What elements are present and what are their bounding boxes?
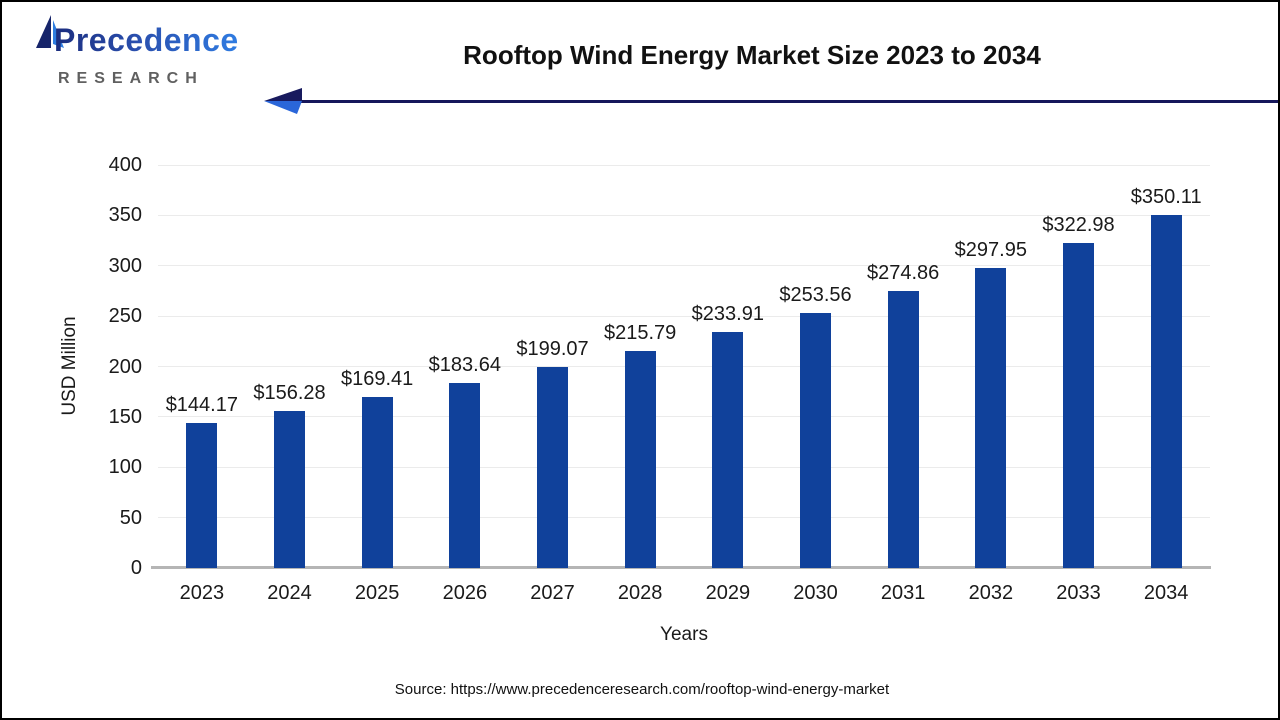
divider-line <box>292 100 1278 103</box>
bar-value-label: $199.07 <box>516 338 589 361</box>
logo-row: Precedence <box>28 14 248 66</box>
x-tick-label: 2030 <box>793 582 838 604</box>
chart-title: Rooftop Wind Energy Market Size 2023 to … <box>463 40 1041 70</box>
bar-2029 <box>712 332 744 568</box>
bar-2028 <box>624 350 656 568</box>
x-tick-label: 2029 <box>705 582 751 604</box>
x-tick-label: 2034 <box>1143 582 1189 604</box>
bar-2032 <box>975 267 1007 568</box>
logo-subtitle-text: RESEARCH <box>58 70 204 87</box>
x-tick-label: 2027 <box>530 582 575 604</box>
bar-2027 <box>537 367 568 568</box>
x-tick-label: 2023 <box>179 582 225 604</box>
y-tick-label: 300 <box>108 254 142 277</box>
bar-value-label: $169.41 <box>341 368 414 391</box>
y-tick-label: 200 <box>108 355 142 378</box>
bar-2025 <box>361 397 393 568</box>
y-axis: 0 50 100 150 200 250 300 350 400 <box>72 154 142 579</box>
bar-value-label: $183.64 <box>428 353 501 376</box>
gridline <box>158 366 1210 367</box>
x-tick-label: 2028 <box>617 582 663 604</box>
y-tick-label: 150 <box>108 405 142 428</box>
bar-value-label: $233.91 <box>691 303 764 326</box>
gridline <box>158 214 1210 216</box>
precedence-research-logo: Precedence RESEARCH <box>28 14 248 87</box>
y-tick-label: 400 <box>108 154 142 176</box>
logo-brand-text: Precedence <box>54 22 239 58</box>
bar-value-label: $322.98 <box>1042 213 1115 236</box>
bar-value-label: $144.17 <box>165 393 238 416</box>
bar-value-label: $156.28 <box>253 381 326 404</box>
bar-2030 <box>800 312 831 568</box>
x-axis-line <box>151 566 1211 569</box>
gridline <box>158 265 1210 267</box>
bar-value-label: $350.11 <box>1130 186 1202 209</box>
y-tick-label: 250 <box>108 305 142 328</box>
gridline <box>158 466 1210 468</box>
x-tick-label: 2032 <box>968 582 1014 604</box>
bar-value-label: $274.86 <box>867 262 940 285</box>
x-tick-label: 2033 <box>1056 582 1101 604</box>
gridline <box>158 315 1210 317</box>
x-axis: 2023 2024 2025 2026 2027 2028 2029 2030 2031 2032… <box>158 582 1210 608</box>
gridline <box>158 517 1210 519</box>
x-tick-label: 2025 <box>354 582 400 604</box>
y-tick-label: 0 <box>130 557 142 579</box>
bar-value-label: $297.95 <box>954 238 1027 261</box>
left-arrow-icon <box>264 88 302 114</box>
bar-2026 <box>449 382 481 568</box>
bar-value-label: $253.56 <box>779 283 852 306</box>
bar-2023 <box>186 422 218 568</box>
gridline <box>158 164 1210 166</box>
bar-2031 <box>887 291 919 568</box>
bar-value-label: $215.79 <box>604 321 677 344</box>
sail-icon <box>36 15 64 48</box>
x-tick-label: 2031 <box>880 582 926 604</box>
gridline <box>158 416 1210 418</box>
y-tick-label: 50 <box>119 506 142 529</box>
x-axis-title: Years <box>660 624 708 645</box>
bar-2034 <box>1150 215 1182 568</box>
bar-2024 <box>274 410 305 568</box>
plot-area: $144.17 $156.28 $169.41 $183.64 $199.07 $215.… <box>151 164 1211 569</box>
y-tick-label: 350 <box>108 204 142 227</box>
x-tick-label: 2024 <box>267 582 312 604</box>
y-tick-label: 100 <box>108 456 142 479</box>
source-text: Source: https://www.precedenceresearch.c… <box>394 681 890 698</box>
x-tick-label: 2026 <box>442 582 488 604</box>
bar-2033 <box>1063 242 1094 568</box>
